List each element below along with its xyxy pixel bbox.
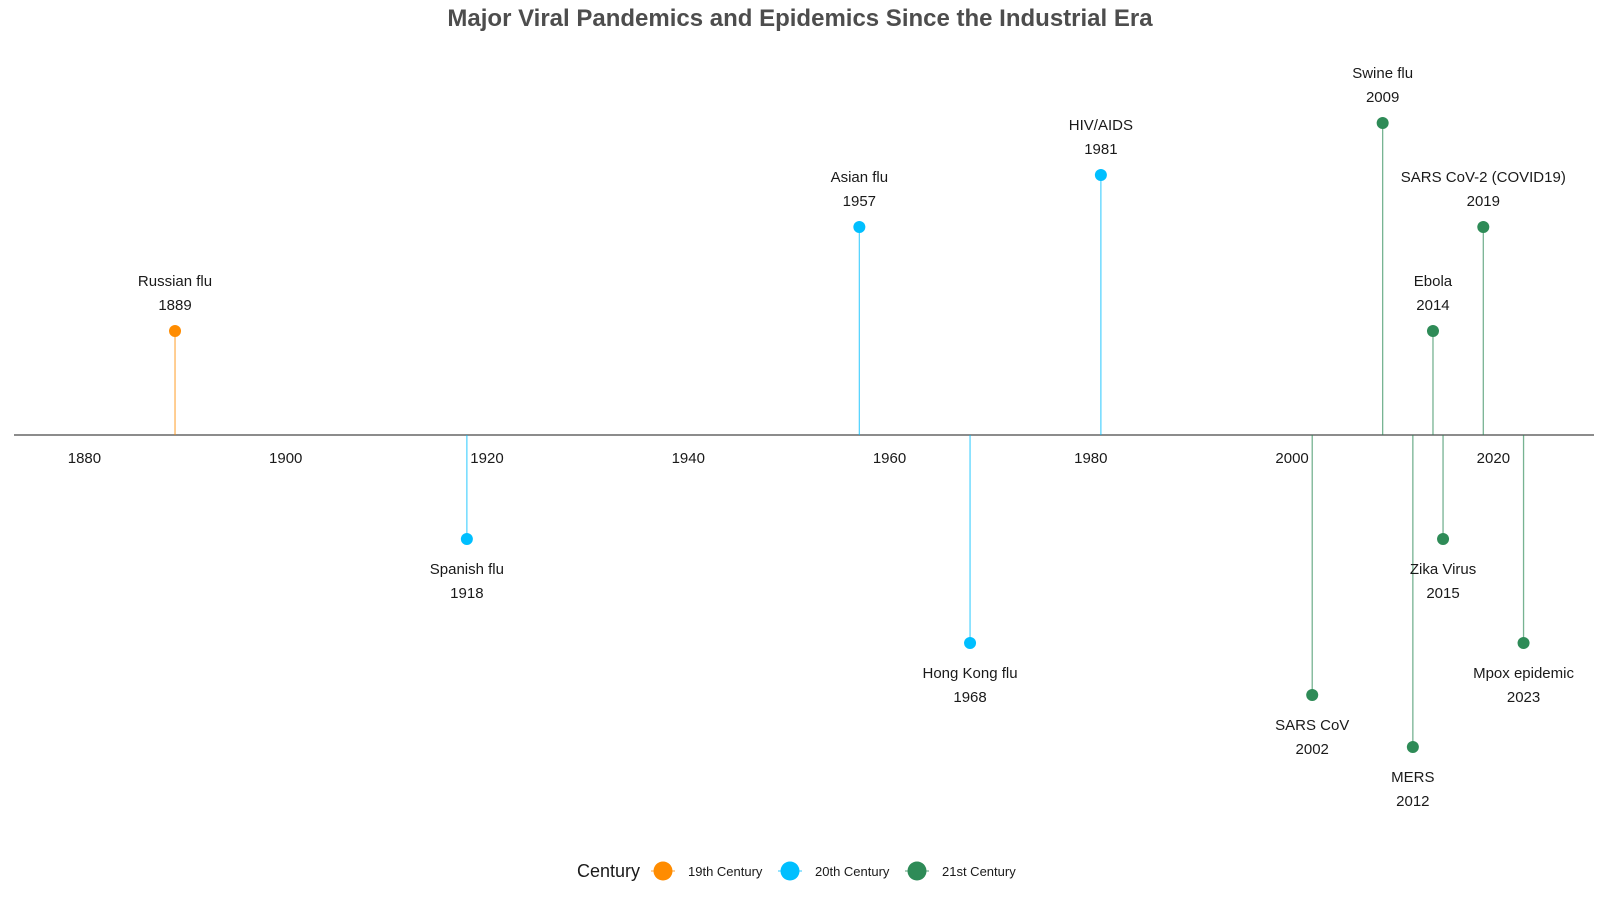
- event-name: Spanish flu: [430, 561, 504, 578]
- event-marker: [460, 533, 473, 545]
- x-tick-label: 1980: [1074, 450, 1107, 467]
- legend-marker: [653, 861, 673, 881]
- legend: Century 19th Century 20th Century 21st Cen…: [577, 861, 1016, 881]
- event-name: Asian flu: [831, 169, 889, 186]
- x-tick-label: 1940: [672, 450, 705, 467]
- stems-group: [169, 117, 1530, 753]
- event-marker: [853, 221, 866, 233]
- event-marker: [1406, 741, 1419, 753]
- event-name: Zika Virus: [1410, 561, 1476, 578]
- event-name: Ebola: [1414, 273, 1453, 290]
- event-name: HIV/AIDS: [1069, 117, 1133, 134]
- event-marker: [1094, 169, 1107, 181]
- event-year: 2023: [1507, 689, 1540, 706]
- legend-marker: [907, 861, 927, 881]
- chart-title: Major Viral Pandemics and Epidemics Sinc…: [447, 5, 1153, 32]
- event-name: MERS: [1391, 769, 1434, 786]
- event-marker: [1477, 221, 1490, 233]
- event-year: 1957: [843, 193, 876, 210]
- event-year: 2002: [1296, 741, 1329, 758]
- event-marker: [1426, 325, 1439, 337]
- x-tick-label: 2020: [1477, 450, 1510, 467]
- event-year: 1981: [1084, 141, 1117, 158]
- x-tick-label: 1880: [68, 450, 101, 467]
- event-marker: [169, 325, 182, 337]
- event-marker: [1376, 117, 1389, 129]
- event-name: Mpox epidemic: [1473, 665, 1574, 682]
- legend-label: 20th Century: [815, 864, 890, 879]
- x-tick-label: 1900: [269, 450, 302, 467]
- event-year: 2015: [1426, 585, 1459, 602]
- event-year: 1968: [953, 689, 986, 706]
- event-year: 2012: [1396, 793, 1429, 810]
- event-name: SARS CoV: [1275, 717, 1349, 734]
- x-tick-labels: 1880 1900 1920 1940 1960 1980 2000 2020: [68, 450, 1510, 467]
- event-year: 2009: [1366, 89, 1399, 106]
- event-marker: [1306, 689, 1319, 701]
- event-marker: [1517, 637, 1530, 649]
- event-year: 1918: [450, 585, 483, 602]
- x-tick-label: 1960: [873, 450, 906, 467]
- legend-title: Century: [577, 861, 640, 881]
- x-tick-label: 1920: [470, 450, 503, 467]
- legend-marker: [780, 861, 800, 881]
- event-name: Swine flu: [1352, 65, 1413, 82]
- event-name: SARS CoV-2 (COVID19): [1401, 169, 1566, 186]
- event-year: 1889: [158, 297, 191, 314]
- legend-label: 21st Century: [942, 864, 1016, 879]
- event-marker: [1437, 533, 1450, 545]
- event-marker: [964, 637, 977, 649]
- event-year: 2014: [1416, 297, 1449, 314]
- x-tick-label: 2000: [1275, 450, 1308, 467]
- legend-label: 19th Century: [688, 864, 763, 879]
- event-name: Hong Kong flu: [923, 665, 1018, 682]
- event-labels: Russian flu 1889 Spanish flu 1918 Asian flu 1…: [138, 65, 1575, 810]
- event-name: Russian flu: [138, 273, 212, 290]
- event-year: 2019: [1467, 193, 1500, 210]
